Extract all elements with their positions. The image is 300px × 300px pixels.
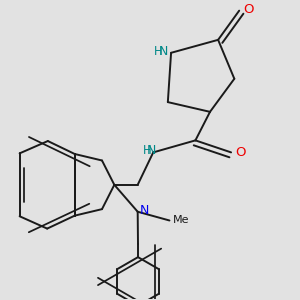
Text: N: N (140, 204, 149, 217)
Text: O: O (243, 2, 254, 16)
Text: H: H (143, 144, 152, 157)
Text: Me: Me (173, 215, 189, 226)
Text: O: O (235, 146, 245, 159)
Text: N: N (159, 45, 169, 58)
Text: N: N (146, 144, 156, 157)
Text: H: H (154, 45, 163, 58)
